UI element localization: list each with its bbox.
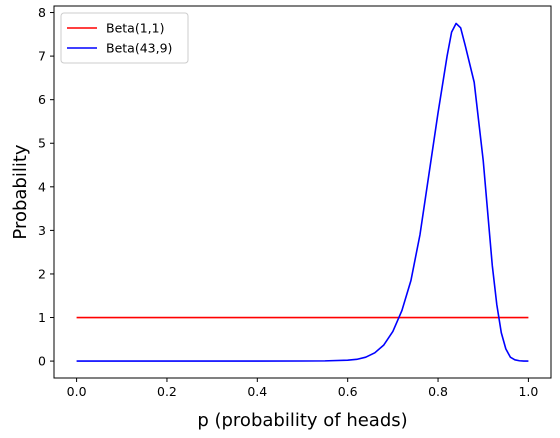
x-tick-label: 0.6 xyxy=(338,384,358,399)
x-tick-label: 0.0 xyxy=(67,384,87,399)
legend-label-beta-1-1: Beta(1,1) xyxy=(106,21,164,36)
y-tick-label: 5 xyxy=(38,136,46,151)
y-tick-label: 7 xyxy=(38,49,46,64)
series-line-1 xyxy=(76,22,529,362)
y-tick-label: 2 xyxy=(38,266,46,281)
y-axis-title: Probability xyxy=(10,144,31,239)
y-axis-ticks: 0 1 2 3 4 5 6 7 8 xyxy=(38,5,54,369)
y-tick-label: 1 xyxy=(38,310,46,325)
x-tick-label: 0.8 xyxy=(428,384,448,399)
plot-lines xyxy=(76,22,529,362)
x-axis-title: p (probability of heads) xyxy=(197,410,407,431)
axes-frame xyxy=(53,5,552,379)
legend-label-beta-43-9: Beta(43,9) xyxy=(106,41,172,56)
y-tick-label: 0 xyxy=(38,354,46,369)
y-tick-label: 8 xyxy=(38,5,46,20)
x-tick-label: 0.4 xyxy=(247,384,267,399)
y-tick-label: 4 xyxy=(38,179,46,194)
x-tick-label: 0.2 xyxy=(157,384,177,399)
x-axis-ticks: 0.0 0.2 0.4 0.6 0.8 1.0 xyxy=(67,378,538,399)
y-tick-label: 3 xyxy=(38,223,46,238)
y-tick-label: 6 xyxy=(38,92,46,107)
legend: Beta(1,1) Beta(43,9) xyxy=(60,12,189,64)
legend-box xyxy=(60,12,189,64)
x-tick-label: 1.0 xyxy=(518,384,538,399)
